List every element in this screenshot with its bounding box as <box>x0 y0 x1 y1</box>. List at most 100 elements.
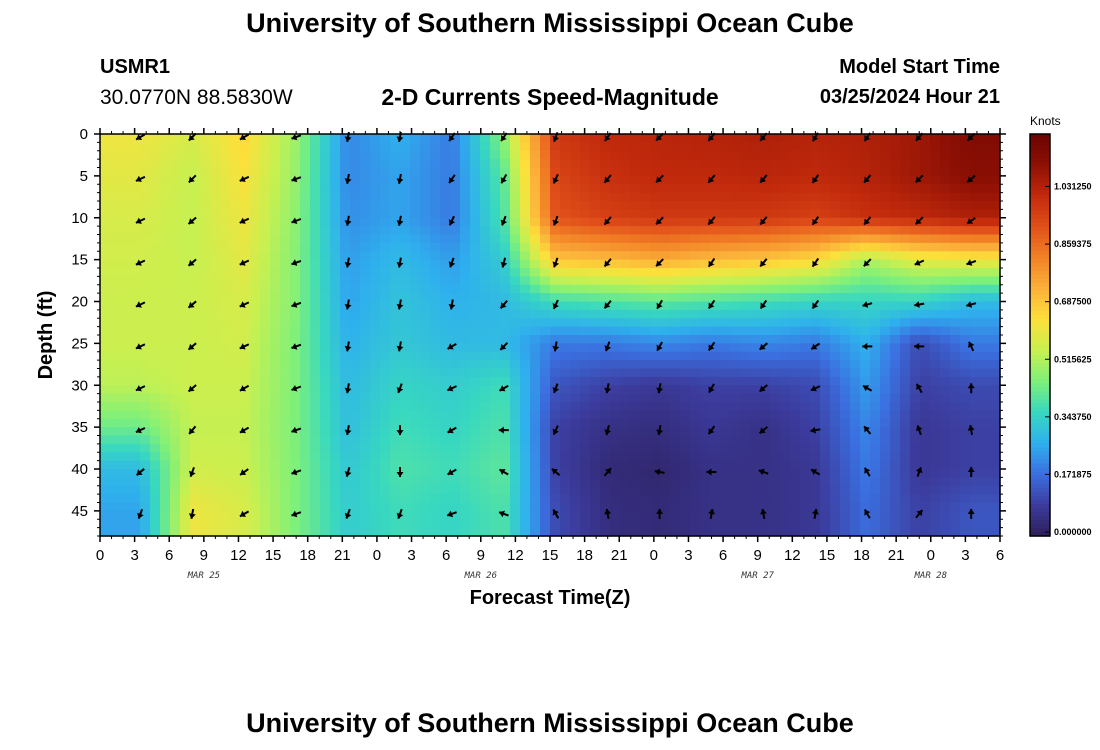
heatmap-cell <box>820 201 831 210</box>
heatmap-cell <box>850 469 861 478</box>
heatmap-cell <box>880 301 891 311</box>
heatmap-cell <box>760 284 771 294</box>
heatmap-cell <box>840 175 851 185</box>
heatmap-cell <box>290 485 301 495</box>
heatmap-cell <box>850 150 861 160</box>
heatmap-cell <box>590 343 601 353</box>
heatmap-cell <box>630 343 641 353</box>
heatmap-cell <box>820 351 831 361</box>
heatmap-cell <box>650 309 661 319</box>
heatmap-cell <box>790 234 801 244</box>
heatmap-cell <box>790 184 801 194</box>
heatmap-cell <box>130 385 141 395</box>
heatmap-cell <box>860 443 871 453</box>
heatmap-cell <box>720 150 731 160</box>
heatmap-cell <box>180 527 191 537</box>
heatmap-cell <box>750 469 761 478</box>
heatmap-cell <box>400 376 411 386</box>
heatmap-cell <box>180 452 191 462</box>
x-tick-label: 9 <box>477 547 485 564</box>
arrow-head <box>708 344 715 351</box>
heatmap-cell <box>500 268 511 277</box>
heatmap-cell <box>620 259 631 269</box>
heatmap-cell <box>930 335 941 344</box>
heatmap-cell <box>860 351 871 361</box>
heatmap-cell <box>250 460 261 470</box>
heatmap-cell <box>190 293 201 303</box>
heatmap-cell <box>100 284 111 294</box>
heatmap-cell <box>890 351 901 361</box>
heatmap-cell <box>600 477 611 487</box>
heatmap-cell <box>690 234 701 244</box>
heatmap-cell <box>190 393 201 403</box>
heatmap-cell <box>220 134 231 143</box>
heatmap-cell <box>230 452 241 462</box>
heatmap-cell <box>910 226 921 236</box>
heatmap-cell <box>650 385 661 395</box>
heatmap-cell <box>790 469 801 478</box>
heatmap-cell <box>260 494 271 504</box>
heatmap-cell <box>410 167 421 177</box>
heatmap-cell <box>720 284 731 294</box>
heatmap-cell <box>570 360 581 370</box>
heatmap-cell <box>670 226 681 236</box>
arrow-head <box>708 176 715 183</box>
heatmap-cell <box>480 150 491 160</box>
heatmap-cell <box>280 251 291 261</box>
heatmap-cell <box>940 201 951 210</box>
heatmap-cell <box>340 477 351 487</box>
heatmap-cell <box>760 134 771 143</box>
heatmap-cell <box>970 268 981 277</box>
heatmap-cell <box>950 502 961 512</box>
heatmap-cell <box>920 234 931 244</box>
heatmap-cell <box>160 510 171 520</box>
heatmap-cell <box>680 242 691 252</box>
heatmap-cell <box>870 376 881 386</box>
heatmap-cell <box>950 142 961 152</box>
heatmap-cell <box>280 452 291 462</box>
heatmap-cell <box>670 519 681 529</box>
heatmap-cell <box>430 443 441 453</box>
arrow-head <box>291 217 298 224</box>
heatmap-cell <box>110 393 121 403</box>
heatmap-cell <box>540 502 551 512</box>
arrow-head <box>499 510 505 518</box>
heatmap-cell <box>380 510 391 520</box>
heatmap-cell <box>300 184 311 194</box>
heatmap-cell <box>490 527 501 537</box>
heatmap-cell <box>810 142 821 152</box>
heatmap-cell <box>930 217 941 227</box>
heatmap-cell <box>220 234 231 244</box>
page-title: University of Southern Mississippi Ocean… <box>246 8 854 38</box>
heatmap-cell <box>170 502 181 512</box>
heatmap-cell <box>560 376 571 386</box>
heatmap-cell <box>420 268 431 277</box>
heatmap-cell <box>660 393 671 403</box>
heatmap-cell <box>670 393 681 403</box>
heatmap-cell <box>500 326 511 336</box>
heatmap-cell <box>720 234 731 244</box>
heatmap-cell <box>250 159 261 169</box>
heatmap-cell <box>530 251 541 261</box>
heatmap-cell <box>470 418 481 428</box>
heatmap-cell <box>420 443 431 453</box>
heatmap-cell <box>480 410 491 420</box>
heatmap-cell <box>230 343 241 353</box>
heatmap-cell <box>760 259 771 269</box>
heatmap-cell <box>170 477 181 487</box>
arrow-head <box>604 218 611 225</box>
heatmap-cell <box>110 167 121 177</box>
heatmap-cell <box>760 376 771 386</box>
heatmap-cell <box>150 242 161 252</box>
heatmap-cell <box>160 427 171 437</box>
heatmap-cell <box>790 460 801 470</box>
current-arrow <box>188 425 197 435</box>
heatmap-cell <box>210 268 221 277</box>
heatmap-cell <box>780 301 791 311</box>
heatmap-cell <box>190 376 201 386</box>
arrow-head <box>914 301 920 308</box>
heatmap-cell <box>950 284 961 294</box>
heatmap-cell <box>920 460 931 470</box>
heatmap-cell <box>820 502 831 512</box>
heatmap-cell <box>770 469 781 478</box>
